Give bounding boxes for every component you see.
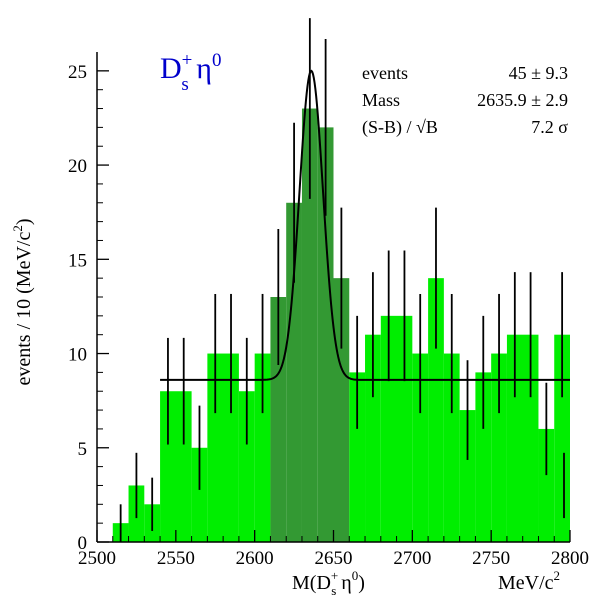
- histogram-bar-2650: [333, 278, 350, 542]
- histogram-bar-2600: [254, 353, 271, 542]
- histogram-bar-2680: [380, 315, 413, 542]
- stat-label-events: events: [362, 63, 408, 83]
- x-tick-label-2650: 2650: [315, 548, 353, 569]
- histogram-bar-2760: [506, 334, 539, 542]
- histogram-bar-2720: [443, 353, 460, 542]
- fit-curve: [160, 69, 570, 381]
- histogram-bar-2610: [270, 297, 287, 542]
- chart-title-rest-sup: 0: [212, 50, 222, 71]
- x-tick-label-2800: 2800: [551, 548, 589, 569]
- axis-ticks: 2500 2550 2600 2650 2700 2750 2800 0 5 10 15 20 25: [68, 62, 589, 569]
- x-tick-label-2500: 2500: [78, 548, 116, 569]
- x-tick-label-2550: 2550: [157, 548, 195, 569]
- y-axis-label-end: ): [13, 218, 35, 225]
- x-tick-label-2700: 2700: [393, 548, 431, 569]
- histogram-bar-2630: [301, 108, 318, 543]
- x-axis-label-eta: η: [336, 572, 351, 594]
- chart-title-rest: η: [189, 52, 212, 85]
- stat-label-significance: (S-B) / √B: [362, 117, 438, 138]
- y-tick-label-5: 5: [78, 439, 88, 460]
- histogram-bar-2710: [428, 278, 444, 542]
- histogram-bar-2730: [459, 410, 476, 542]
- x-tick-label-2600: 2600: [236, 548, 274, 569]
- y-tick-label-0: 0: [78, 533, 88, 554]
- x-tick-label-2750: 2750: [472, 548, 510, 569]
- histogram-bar-2750: [491, 353, 507, 542]
- x-axis-label-sub: s: [331, 583, 336, 598]
- chart-title-sub: s: [181, 74, 188, 95]
- histogram-bar-2620: [286, 202, 302, 542]
- x-axis-label-sup: +: [331, 568, 338, 583]
- chart-title: D+ s η0: [160, 50, 222, 95]
- histogram-bins: [112, 108, 570, 543]
- histogram-bar-2660: [349, 372, 366, 542]
- y-tick-label-15: 15: [68, 250, 87, 271]
- histogram-bar-2640: [317, 127, 334, 542]
- stat-value-significance: 7.2 σ: [531, 117, 568, 137]
- y-tick-label-20: 20: [68, 156, 87, 177]
- histogram-bar-2570: [207, 353, 239, 542]
- histogram-bar-2670: [365, 334, 381, 542]
- y-tick-label-25: 25: [68, 62, 87, 83]
- y-axis-label-sup: 2: [10, 225, 25, 232]
- histogram-bar-2700: [412, 353, 429, 542]
- histogram-bar-2560: [191, 447, 208, 542]
- x-axis-unit-sup: 2: [554, 568, 561, 583]
- x-axis-label-eta-sup: 0: [352, 568, 359, 583]
- error-bars: [119, 18, 565, 542]
- stat-value-mass: 2635.9 ± 2.9: [477, 90, 568, 110]
- x-axis-unit: MeV/c2: [498, 568, 560, 594]
- y-axis-label: events / 10 (MeV/c2): [10, 218, 35, 385]
- histogram-bar-2590: [238, 391, 255, 542]
- x-axis-label: M(D+ s η0): [292, 568, 365, 598]
- stat-value-events: 45 ± 9.3: [509, 63, 568, 83]
- histogram-bar-2540: [160, 391, 192, 542]
- histogram-bar-2740: [475, 372, 492, 542]
- histogram-bar-2790: [554, 334, 570, 542]
- stat-label-mass: Mass: [362, 90, 400, 110]
- x-axis-label-end: ): [358, 572, 365, 594]
- chart-title-sup: +: [182, 50, 193, 71]
- y-tick-label-10: 10: [68, 345, 87, 366]
- fit-statistics: events 45 ± 9.3 Mass 2635.9 ± 2.9 (S-B) …: [362, 63, 568, 138]
- histogram-bar-2780: [538, 428, 555, 542]
